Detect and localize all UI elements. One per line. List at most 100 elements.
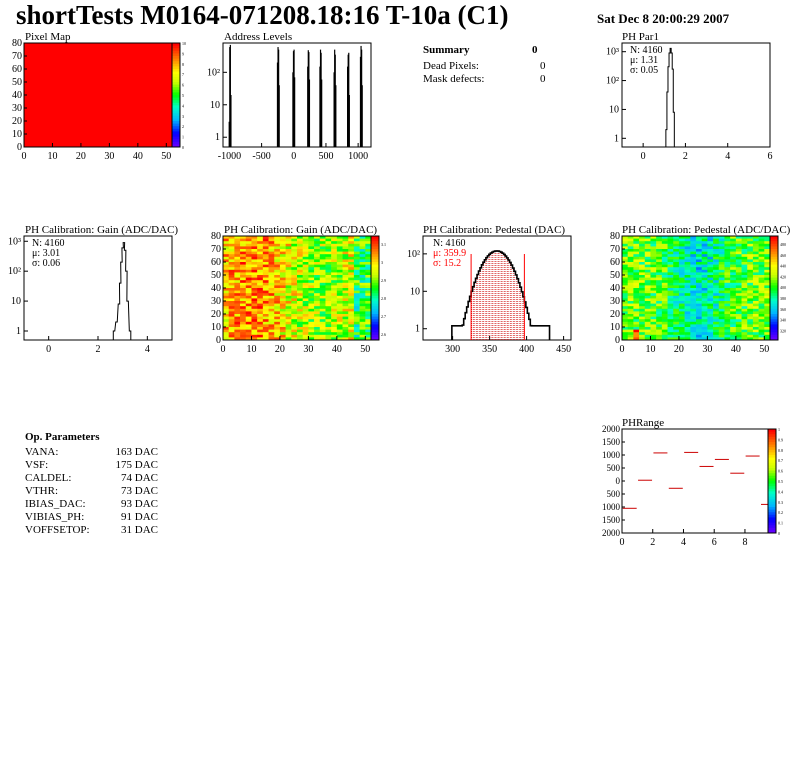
pedestal-map-cell [730, 243, 737, 247]
op-param-value: 91 DAC [121, 511, 158, 523]
gain-map-cell [359, 319, 366, 323]
gain-map-cell [342, 285, 349, 289]
colorbar-label: 9 [182, 51, 184, 56]
pedestal-map-cell [752, 241, 759, 245]
pedestal-map-cell [690, 282, 697, 286]
gain-map-cell [223, 321, 229, 325]
pedestal-map-cell [656, 316, 663, 320]
gain-map-cell [325, 259, 332, 263]
pedestal-map-cell [718, 241, 725, 245]
pedestal-map-cell [622, 303, 628, 307]
colorbar-cell [371, 241, 379, 245]
pedestal-map-cell [684, 285, 691, 289]
gain-map-cell [251, 241, 258, 245]
pedestal-map-cell [718, 290, 725, 294]
gain-map-cell [223, 243, 229, 247]
pedestal-map-cell [707, 290, 714, 294]
pedestal-map-cell [707, 337, 714, 341]
pedestal-map-cell [639, 238, 646, 242]
op-param-value: 93 DAC [121, 498, 158, 510]
gain-map-cell [279, 308, 286, 312]
pedestal-map-cell [741, 275, 748, 278]
pedestal-map-cell [752, 306, 759, 310]
gain-map-cell [365, 236, 372, 239]
gain-map-cell [336, 321, 343, 325]
gain-map-cell [308, 321, 315, 325]
gain-map-cell [308, 332, 315, 336]
gain-map-cell [308, 293, 315, 297]
y-tick-label: 1000 [602, 502, 621, 512]
gain-map-cell [240, 321, 247, 325]
gain-map-cell [365, 290, 372, 294]
gain-map-cell [353, 308, 360, 312]
colorbar-cell [371, 295, 379, 299]
gain-map-cell [314, 280, 321, 284]
pedestal-map-cell [713, 277, 720, 281]
gain-map-cell [240, 337, 247, 341]
colorbar-cell [371, 290, 379, 294]
pedestal-map-cell [633, 290, 640, 294]
pedestal-map-cell [758, 334, 765, 338]
gain-map-cell [291, 311, 298, 315]
pedestal-map-cell [696, 264, 702, 268]
colorbar-cell [770, 301, 778, 305]
gain-map-cell [245, 324, 252, 328]
pedestal-map-cell [656, 243, 663, 247]
pedestal-map-cell [678, 306, 685, 310]
pedestal-map-cell [667, 311, 674, 315]
pedestal-map-cell [644, 259, 651, 263]
y-tick-label: 10³ [606, 47, 619, 58]
pedestal-map-cell [673, 267, 680, 271]
gain-map-cell [331, 337, 338, 341]
gain-map-cell [325, 311, 332, 315]
gain-map-cell [279, 280, 286, 284]
x-tick-label: 30 [702, 344, 712, 355]
gain-map-cell [359, 311, 366, 315]
gain-map-cell [319, 251, 326, 255]
gain-map-cell [314, 259, 321, 263]
gain-map-cell [262, 285, 269, 289]
gain-map-cell [331, 334, 338, 338]
pedestal-map-cell [678, 238, 685, 242]
pedestal-map-cell [650, 301, 657, 304]
pedestal-map-cell [644, 324, 651, 328]
gain-map-cell [319, 329, 326, 333]
pedestal-map-cell [656, 277, 663, 281]
gain-map-cell [274, 311, 281, 315]
gain-map-cell [268, 321, 275, 325]
gain-map-cell [279, 256, 286, 260]
gain-map-cell [297, 303, 303, 307]
gain-map-cell [291, 249, 298, 252]
pedestal-map-cell [735, 314, 742, 317]
gain-map-cell [365, 327, 372, 330]
gain-map-cell [308, 275, 315, 278]
pedestal-map-cell [633, 280, 640, 284]
gain-map-cell [319, 314, 326, 317]
pedestal-map-cell [758, 329, 765, 333]
gain-map-cell [274, 277, 281, 281]
y-tick-label: 0 [616, 476, 621, 486]
gain-map-cell [279, 334, 286, 338]
gain-map-cell [268, 280, 275, 284]
gain-map-cell [325, 267, 332, 271]
pedestal-map-cell [678, 264, 685, 268]
gain-map-cell [245, 295, 252, 299]
y-tick-label: 10³ [8, 236, 21, 247]
gain-map-cell [228, 256, 235, 260]
gain-map-cell [353, 264, 360, 268]
colorbar-label: 480 [780, 242, 786, 247]
pedestal-map-cell [684, 267, 691, 271]
gain-map-cell [245, 264, 252, 268]
pedestal-map-cell [627, 311, 634, 315]
pedestal-map-cell [701, 249, 708, 252]
gain-map-cell [291, 246, 298, 250]
x-tick-label: 40 [133, 151, 143, 162]
pedestal-map-cell [644, 293, 651, 297]
gain-map-cell [308, 272, 315, 276]
pedestal-map-cell [690, 251, 697, 255]
pedestal-map-cell [741, 306, 748, 310]
gain-map-cell [331, 264, 338, 268]
gain-map-cell [314, 337, 321, 341]
gain-map-cell [245, 334, 252, 338]
gain-map-cell [331, 277, 338, 281]
